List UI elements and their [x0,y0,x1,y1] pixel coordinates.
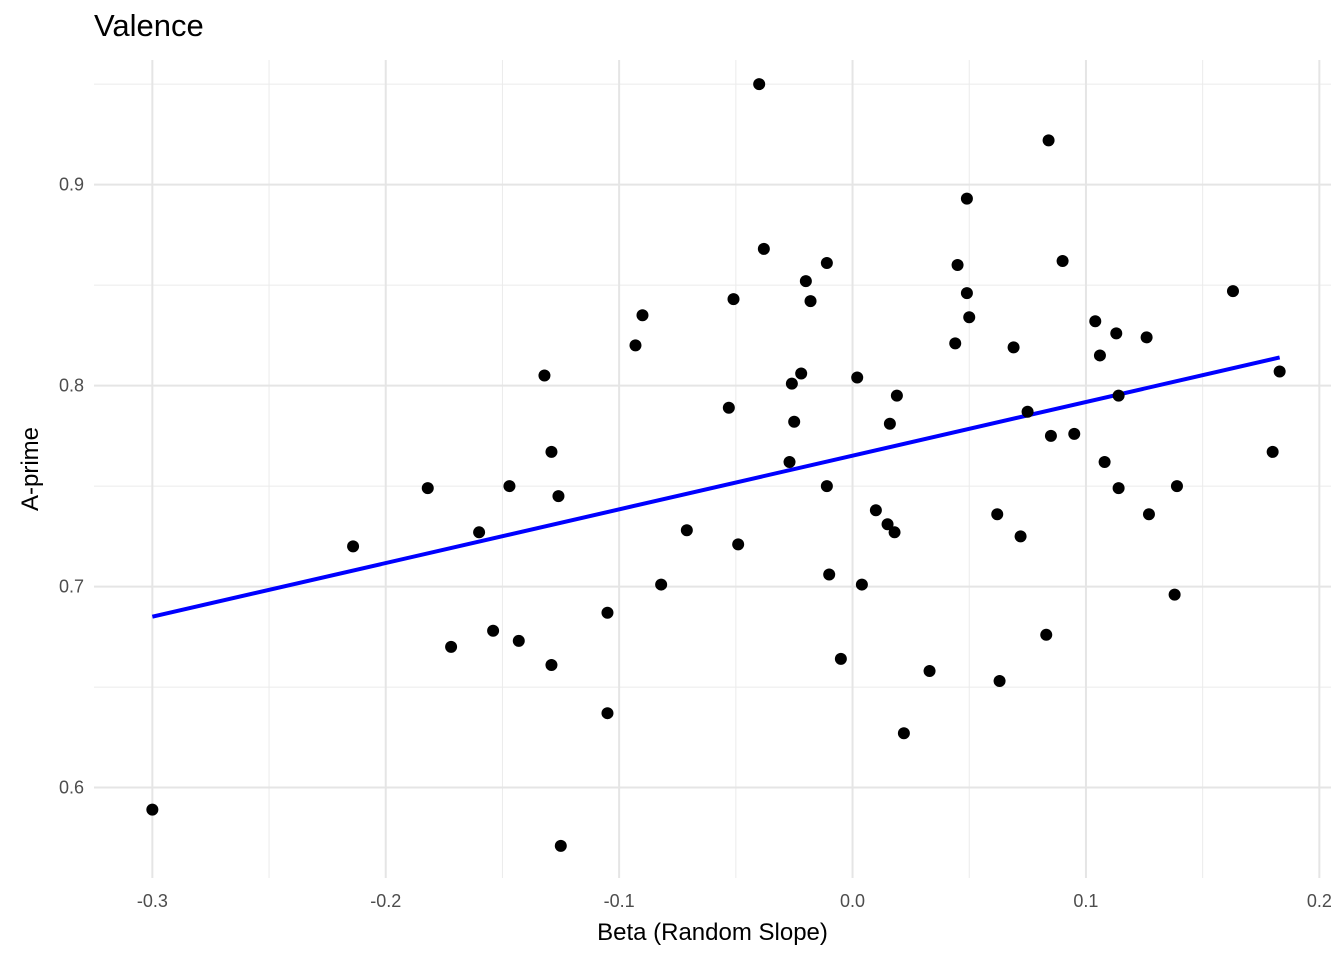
data-point [655,578,668,591]
data-point [680,524,693,537]
x-tick-label: -0.3 [137,891,168,911]
data-point [823,568,836,581]
y-axis-title: A-prime [17,427,44,511]
x-tick-labels: -0.3 -0.2 -0.1 0.0 0.1 0.2 [137,891,1332,911]
data-point [1266,445,1279,458]
data-point [960,192,973,205]
y-tick-label: 0.8 [59,376,84,396]
data-point [834,652,847,665]
chart-title: Valence [94,8,204,43]
x-tick-label: 0.2 [1307,891,1332,911]
regression-line [151,355,1281,619]
data-point [820,256,833,269]
data-point [1056,254,1069,267]
data-point [1021,405,1034,418]
data-point [722,401,735,414]
data-point [1110,327,1123,340]
data-point [1014,530,1027,543]
data-point [1170,480,1183,493]
data-point [949,337,962,350]
data-point [855,578,868,591]
data-point [795,367,808,380]
regression-line-group [151,355,1281,619]
x-axis-title: Beta (Random Slope) [597,919,828,946]
data-point [1098,455,1111,468]
data-point [538,369,551,382]
data-point [552,490,565,503]
data-point [923,664,936,677]
data-point [783,455,796,468]
data-point [445,640,458,653]
data-point [545,445,558,458]
data-point [1142,508,1155,521]
data-point [1042,134,1055,147]
data-point [785,377,798,390]
data-point [347,540,360,553]
data-point [732,538,745,551]
data-point [753,78,766,91]
data-point [1140,331,1153,344]
data-point [1093,349,1106,362]
data-point [1007,341,1020,354]
data-point [1089,315,1102,328]
data-point [799,275,812,288]
x-tick-label: 0.1 [1073,891,1098,911]
data-point [1112,389,1125,402]
data-point [421,482,434,495]
data-point [869,504,882,517]
data-point [545,658,558,671]
data-point [993,675,1006,688]
data-point [146,803,159,816]
data-point [727,293,740,306]
data-point [888,526,901,539]
data-point [820,480,833,493]
points-group [146,78,1286,852]
y-tick-label: 0.7 [59,577,84,597]
data-point [1273,365,1286,378]
grid [94,60,1331,878]
data-point [788,415,801,428]
data-point [960,287,973,300]
x-tick-label: -0.1 [604,891,635,911]
data-point [601,606,614,619]
y-tick-label: 0.6 [59,778,84,798]
data-point [991,508,1004,521]
data-point [804,295,817,308]
data-point [757,242,770,255]
data-point [503,480,516,493]
data-point [890,389,903,402]
data-point [473,526,486,539]
data-point [851,371,864,384]
data-point [963,311,976,324]
y-tick-labels: 0.6 0.7 0.8 0.9 [59,175,84,798]
data-point [1168,588,1181,601]
data-point [1044,429,1057,442]
data-point [1112,482,1125,495]
data-point [554,839,567,852]
x-tick-label: 0.0 [840,891,865,911]
data-point [1068,427,1081,440]
data-point [951,259,964,272]
data-point [883,417,896,430]
data-point [629,339,642,352]
data-point [601,707,614,720]
x-tick-label: -0.2 [370,891,401,911]
data-point [636,309,649,322]
data-point [1040,628,1053,641]
data-point [487,624,500,637]
data-point [897,727,910,740]
data-point [512,634,525,647]
data-point [881,518,894,531]
data-point [1226,285,1239,298]
y-tick-label: 0.9 [59,175,84,195]
